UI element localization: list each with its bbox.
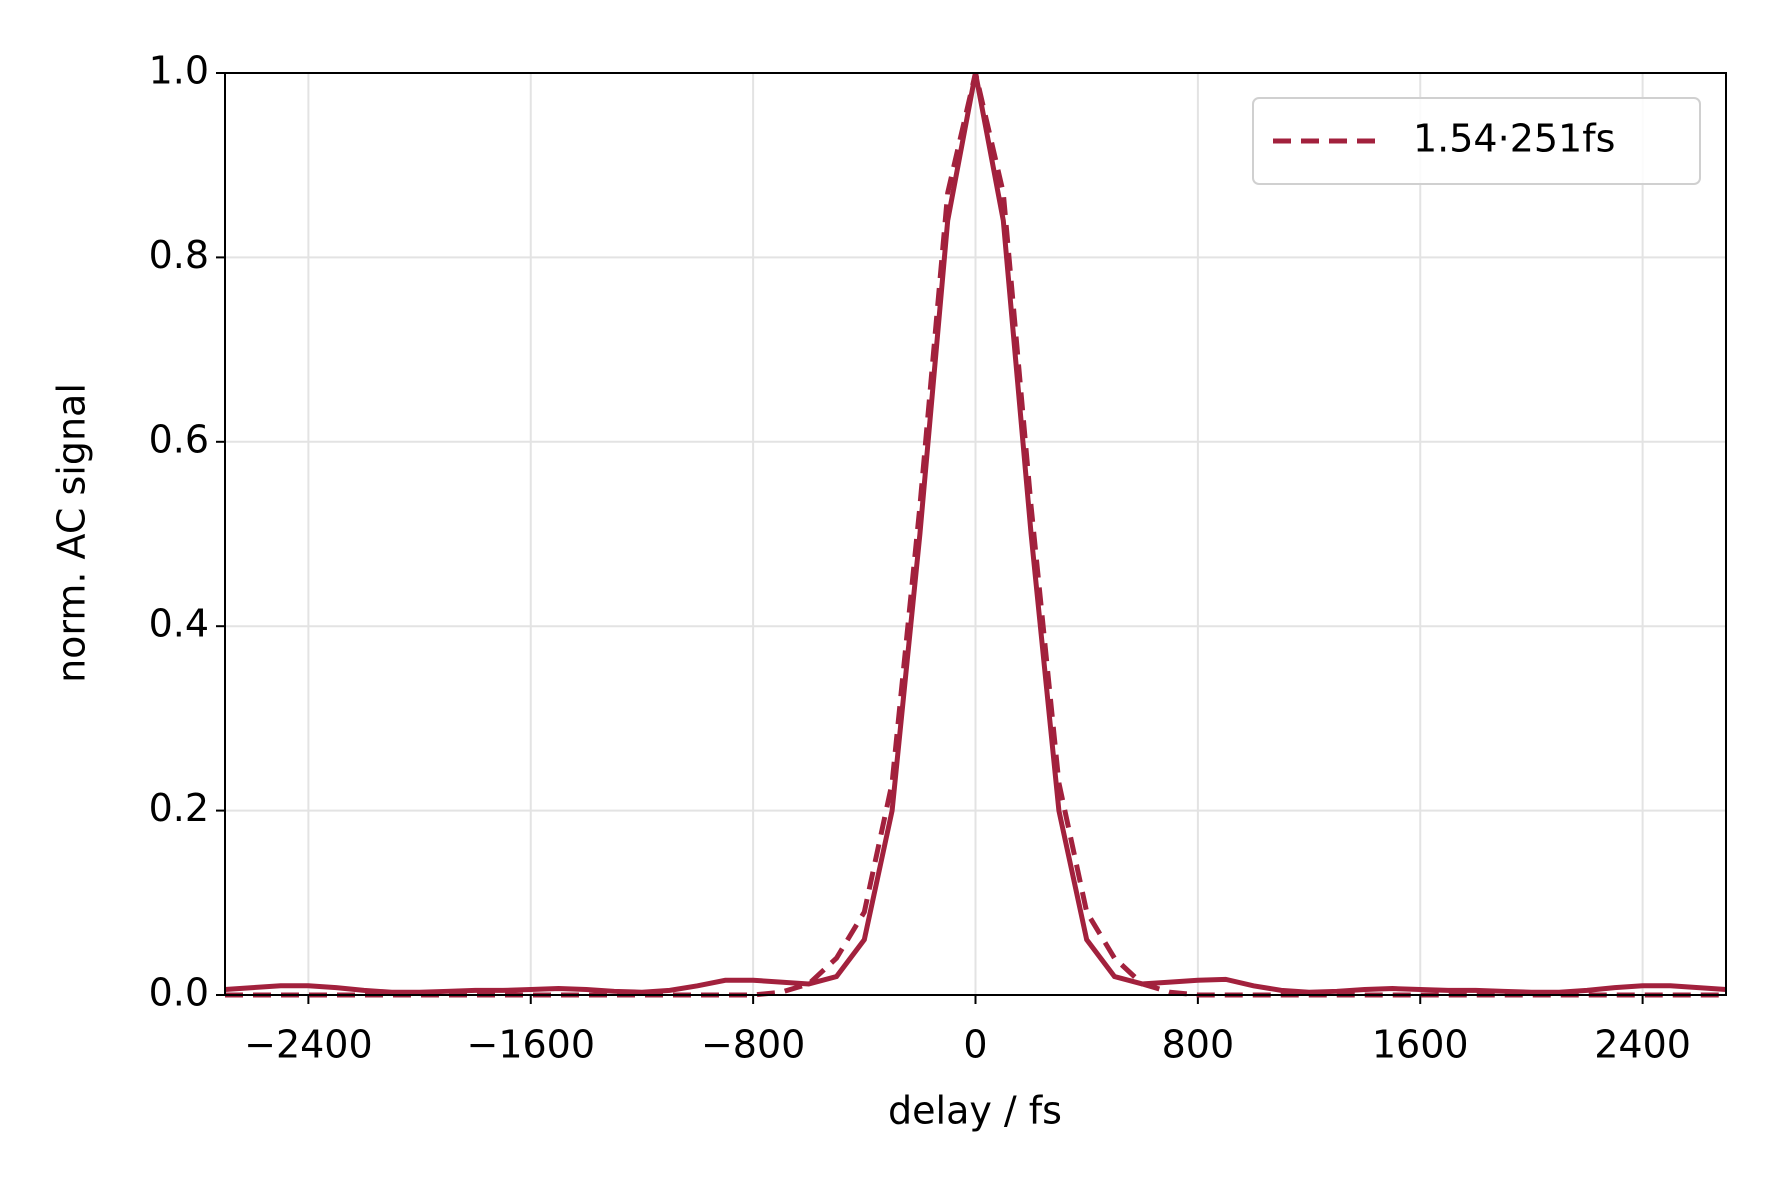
x-tick-label: 1600 xyxy=(1372,1023,1469,1067)
y-tick-label: 0.8 xyxy=(149,233,209,277)
y-axis-label: norm. AC signal xyxy=(50,383,94,683)
plot-frame xyxy=(224,72,1727,996)
x-tick-label: 0 xyxy=(963,1023,987,1067)
x-axis-label: delay / fs xyxy=(888,1089,1062,1133)
y-tick-label: 0.4 xyxy=(149,602,209,646)
x-tick-label: −1600 xyxy=(466,1023,595,1067)
x-tick-label: 800 xyxy=(1162,1023,1235,1067)
legend-box xyxy=(1252,97,1701,185)
x-tick-label: 2400 xyxy=(1594,1023,1691,1067)
y-tick-label: 1.0 xyxy=(149,49,209,93)
y-tick-label: 0.6 xyxy=(149,417,209,461)
y-tick-label: 0.2 xyxy=(149,786,209,830)
x-tick-label: −800 xyxy=(701,1023,805,1067)
x-tick-label: −2400 xyxy=(244,1023,373,1067)
y-tick-label: 0.0 xyxy=(149,971,209,1015)
legend-label: 1.54·251fs xyxy=(1413,117,1615,161)
